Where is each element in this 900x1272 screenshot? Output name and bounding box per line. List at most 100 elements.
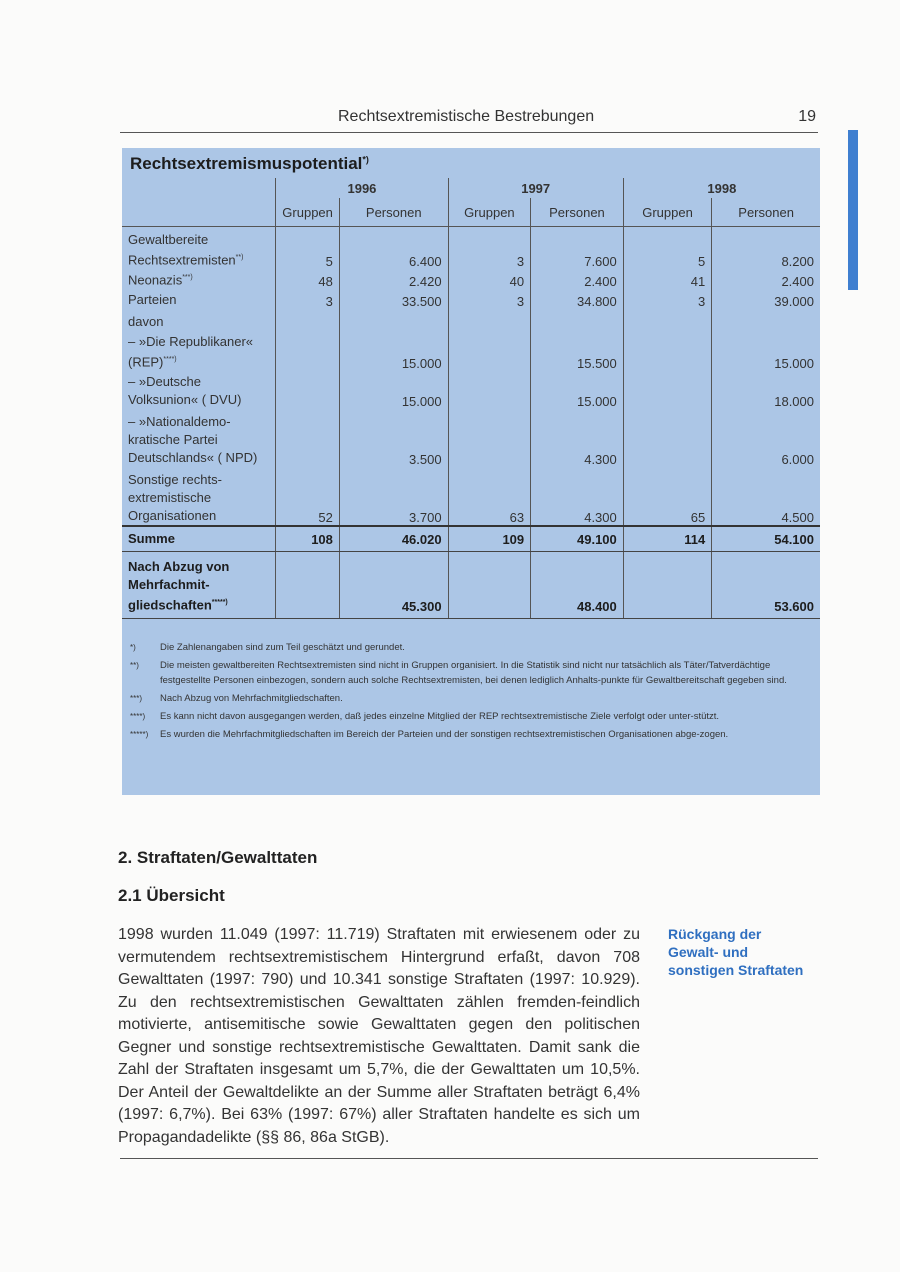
row-label: Summe <box>122 525 276 553</box>
cell-value: 3 <box>447 289 531 310</box>
sum-row: Summe 108 46.020 109 49.100 114 54.100 <box>122 525 820 553</box>
row-label: davon <box>128 314 164 330</box>
cell-value: 40 <box>447 269 531 290</box>
cell-value: 6.000 <box>711 409 820 468</box>
cell-value: 46.020 <box>338 525 449 553</box>
page-edge-marker <box>848 130 858 290</box>
cell-value: 48.400 <box>530 551 624 620</box>
cell-value: 65 <box>622 467 712 527</box>
col-header: Gruppen <box>447 198 531 227</box>
table-title: Rechtsextremismuspotential*) <box>130 154 369 173</box>
footnote-mark: *****) <box>130 730 149 739</box>
row-label: Nach Abzug von Mehrfachmit-gliedschaften… <box>122 551 276 620</box>
footnote-mark: *) <box>130 643 136 652</box>
cell-value: 63 <box>447 467 531 527</box>
row-label: – »Deutsche Volksunion« ( DVU) <box>128 374 242 408</box>
cell-value <box>275 371 340 410</box>
cell-value <box>622 409 712 468</box>
table-row: davon <box>122 309 820 332</box>
cell-value: 3.500 <box>338 409 449 468</box>
cell-value: 15.000 <box>338 371 449 410</box>
col-header: Gruppen <box>275 198 340 227</box>
row-label: Sonstige rechts-extremistische Organisat… <box>128 472 222 524</box>
cell-value <box>530 309 624 332</box>
cell-value <box>447 331 531 372</box>
col-header: Personen <box>711 198 820 227</box>
cell-value: 15.500 <box>530 331 624 372</box>
cell-value <box>447 551 531 620</box>
cell-value <box>447 371 531 410</box>
cell-value <box>447 309 531 332</box>
table-row: Parteien 3 33.500 3 34.800 3 39.000 <box>122 289 820 310</box>
cell-value: 8.200 <box>711 226 820 269</box>
footnote: *****) Es wurden die Mehrfachmitgliedscha… <box>130 727 790 742</box>
cell-value <box>622 331 712 372</box>
year-header: 1996 <box>275 178 449 198</box>
cell-value: 15.000 <box>711 331 820 372</box>
cell-value: 108 <box>275 525 340 553</box>
cell-value: 2.400 <box>530 269 624 290</box>
footnotes: *) Die Zahlenangaben sind zum Teil geschä… <box>130 640 790 745</box>
section-heading: 2. Straftaten/Gewalttaten <box>118 848 318 867</box>
col-header: Personen <box>530 198 624 227</box>
cell-value <box>275 309 340 332</box>
footnote-mark: ***) <box>130 694 143 703</box>
statistics-panel: Rechtsextremismuspotential*) 1996 1997 1… <box>122 148 820 795</box>
footnote-text: Die meisten gewaltbereiten Rechtsextremi… <box>160 660 787 686</box>
cell-value: 3.700 <box>338 467 449 527</box>
cell-value <box>447 409 531 468</box>
footnote: ****) Es kann nicht davon ausgegangen wer… <box>130 709 790 724</box>
footnote-text: Es kann nicht davon ausgegangen werden, … <box>160 711 720 722</box>
row-label: Parteien <box>128 292 177 308</box>
table-row: Neonazis***) 48 2.420 40 2.400 41 2.400 <box>122 269 820 290</box>
col-header: Gruppen <box>622 198 712 227</box>
cell-value: 2.400 <box>711 269 820 290</box>
cell-value: 15.000 <box>530 371 624 410</box>
cell-value <box>622 551 712 620</box>
row-label: – »Nationaldemo-kratische Partei Deutsch… <box>128 414 258 466</box>
cell-value <box>622 371 712 410</box>
cell-value <box>338 309 449 332</box>
cell-value: 18.000 <box>711 371 820 410</box>
footnote: ***) Nach Abzug von Mehrfachmitgliedschaf… <box>130 691 790 706</box>
table-row: – »Die Republikaner« (REP)****) 15.000 15.… <box>122 331 820 372</box>
footnote-text: Es wurden die Mehrfachmitgliedschaften i… <box>160 729 729 740</box>
col-header: Personen <box>338 198 449 227</box>
subheader-row: Gruppen Personen Gruppen Personen Gruppe… <box>122 198 820 227</box>
nach-row: Nach Abzug von Mehrfachmit-gliedschaften… <box>122 551 820 620</box>
cell-value <box>622 309 712 332</box>
cell-value: 3 <box>447 226 531 269</box>
cell-value: 5 <box>622 226 712 269</box>
year-header: 1998 <box>622 178 820 198</box>
cell-value: 41 <box>622 269 712 290</box>
potential-table: 1996 1997 1998 Gruppen Personen Gruppen … <box>122 178 820 620</box>
cell-value: 5 <box>275 226 340 269</box>
cell-value: 3 <box>622 289 712 310</box>
cell-value: 34.800 <box>530 289 624 310</box>
footnote-text: Nach Abzug von Mehrfachmitgliedschaften. <box>160 693 343 704</box>
row-label: Neonazis***) <box>128 272 193 288</box>
cell-value: 33.500 <box>338 289 449 310</box>
cell-value: 52 <box>275 467 340 527</box>
year-header: 1997 <box>447 178 624 198</box>
footnote-mark: **) <box>130 661 139 670</box>
cell-value: 7.600 <box>530 226 624 269</box>
table-row: – »Deutsche Volksunion« ( DVU) 15.000 15.0… <box>122 371 820 410</box>
row-label: – »Die Republikaner« (REP)****) <box>128 334 254 370</box>
cell-value: 45.300 <box>338 551 449 620</box>
cell-value <box>275 551 340 620</box>
footnote-mark: ****) <box>130 712 146 721</box>
cell-value <box>275 409 340 468</box>
footnote: **) Die meisten gewaltbereiten Rechtsextr… <box>130 658 790 688</box>
cell-value <box>711 309 820 332</box>
cell-value: 4.300 <box>530 409 624 468</box>
cell-value: 39.000 <box>711 289 820 310</box>
running-header: Rechtsextremistische Bestrebungen 19 <box>120 108 818 133</box>
body-paragraph: 1998 wurden 11.049 (1997: 11.719) Straft… <box>118 926 640 1146</box>
cell-value: 114 <box>622 525 712 553</box>
table-row: – »Nationaldemo-kratische Partei Deutsch… <box>122 409 820 468</box>
table-row: Sonstige rechts-extremistische Organisat… <box>122 467 820 527</box>
subsection-heading: 2.1 Übersicht <box>118 886 225 905</box>
cell-value: 109 <box>447 525 531 553</box>
footer-rule <box>120 1158 818 1159</box>
